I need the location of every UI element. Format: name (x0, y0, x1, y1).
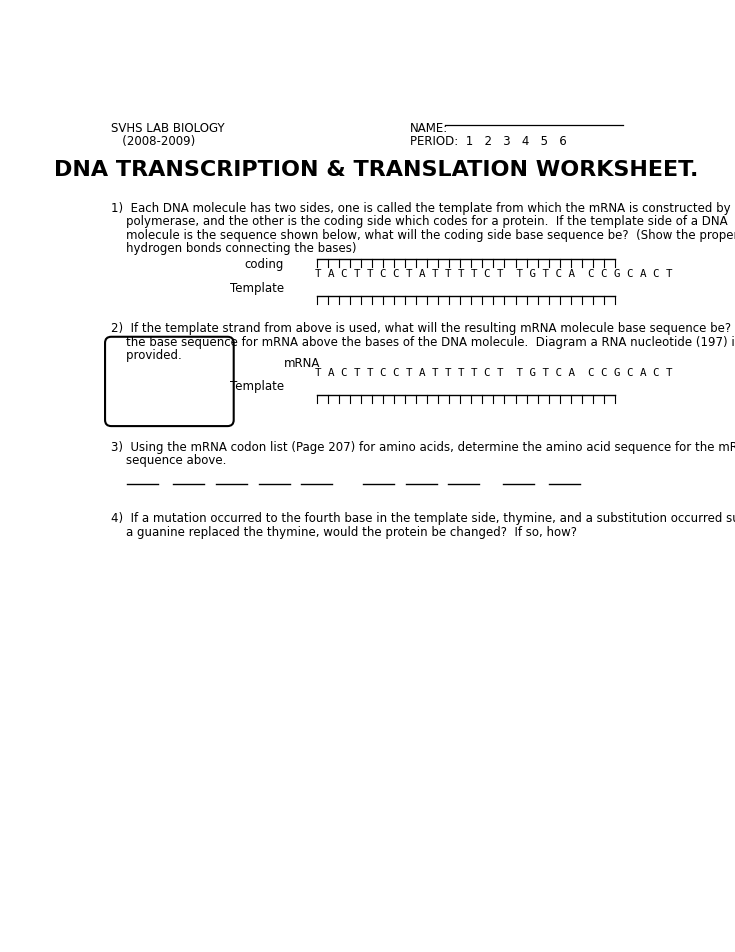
Text: mRNA: mRNA (284, 357, 320, 370)
Text: NAME:: NAME: (409, 122, 448, 135)
Text: molecule is the sequence shown below, what will the coding side base sequence be: molecule is the sequence shown below, wh… (111, 229, 735, 242)
Text: provided.: provided. (111, 349, 182, 362)
Text: sequence above.: sequence above. (111, 454, 226, 467)
Text: Template: Template (230, 380, 284, 393)
Text: the base sequence for mRNA above the bases of the DNA molecule.  Diagram a RNA n: the base sequence for mRNA above the bas… (111, 336, 735, 348)
Text: T A C T T C C T A T T T T C T  T G T C A  C C G C A C T: T A C T T C C T A T T T T C T T G T C A … (315, 269, 673, 279)
FancyBboxPatch shape (105, 337, 234, 426)
Text: hydrogen bonds connecting the bases): hydrogen bonds connecting the bases) (111, 243, 356, 255)
Text: T A C T T C C T A T T T T C T  T G T C A  C C G C A C T: T A C T T C C T A T T T T C T T G T C A … (315, 367, 673, 378)
Text: 2)  If the template strand from above is used, what will the resulting mRNA mole: 2) If the template strand from above is … (111, 322, 735, 335)
Text: 4)  If a mutation occurred to the fourth base in the template side, thymine, and: 4) If a mutation occurred to the fourth … (111, 512, 735, 526)
Text: 1)  Each DNA molecule has two sides, one is called the template from which the m: 1) Each DNA molecule has two sides, one … (111, 202, 735, 215)
Text: (2008-2009): (2008-2009) (111, 135, 196, 148)
Text: SVHS LAB BIOLOGY: SVHS LAB BIOLOGY (111, 122, 225, 135)
Text: Template: Template (230, 282, 284, 295)
Text: DNA TRANSCRIPTION & TRANSLATION WORKSHEET.: DNA TRANSCRIPTION & TRANSLATION WORKSHEE… (54, 161, 699, 181)
Text: 3)  Using the mRNA codon list (Page 207) for amino acids, determine the amino ac: 3) Using the mRNA codon list (Page 207) … (111, 441, 735, 454)
Text: coding: coding (245, 257, 284, 270)
Text: PERIOD:  1   2   3   4   5   6: PERIOD: 1 2 3 4 5 6 (409, 135, 567, 148)
Text: polymerase, and the other is the coding side which codes for a protein.  If the : polymerase, and the other is the coding … (111, 215, 728, 228)
Text: a guanine replaced the thymine, would the protein be changed?  If so, how?: a guanine replaced the thymine, would th… (111, 526, 577, 539)
